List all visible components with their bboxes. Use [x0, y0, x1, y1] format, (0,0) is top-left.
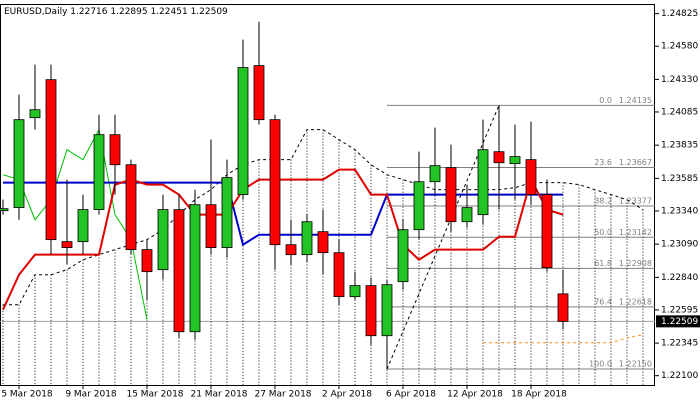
candle-body [221, 177, 233, 249]
header-low: 1.22451 [150, 7, 187, 17]
header-high: 1.22895 [110, 7, 147, 17]
fib-price: 1.22908 [619, 259, 652, 268]
candle-body [29, 109, 41, 119]
candle-body [189, 204, 201, 333]
candle-body [109, 134, 121, 166]
last-price-label: 1.22509 [661, 317, 698, 327]
fib-ratio: 100.0 [589, 360, 612, 369]
y-tick-label: 1.23835 [661, 141, 698, 151]
candle-body [125, 164, 137, 251]
candle-body [461, 207, 473, 223]
candle-body [557, 293, 569, 322]
fib-price: 1.24135 [619, 96, 652, 105]
candle-body [541, 194, 553, 269]
y-tick-label: 1.23340 [661, 206, 698, 216]
fib-ratio: 50.0 [594, 228, 612, 237]
y-tick-label: 1.24580 [661, 42, 698, 52]
x-tick-label: 15 Mar 2018 [126, 390, 183, 400]
candle-body [13, 119, 25, 209]
candle-body [61, 241, 73, 249]
candle-body [317, 231, 329, 254]
candle-body [237, 67, 249, 196]
candle-body [509, 156, 521, 165]
fib-ratio: 38.2 [594, 197, 612, 206]
indicator-line [2, 128, 148, 320]
candle-body [381, 284, 393, 337]
y-tick-label: 1.24330 [661, 75, 698, 85]
fib-ratio: 23.6 [594, 158, 612, 167]
candle-body [477, 149, 489, 216]
candle-body [0, 208, 9, 212]
x-tick-label: 6 Apr 2018 [386, 390, 436, 400]
candle-body [493, 151, 505, 164]
x-tick-label: 2 Apr 2018 [322, 390, 372, 400]
candle-body [525, 159, 537, 196]
candle-body [93, 134, 105, 211]
candle-body [269, 119, 281, 246]
y-tick-label: 1.22595 [661, 305, 698, 315]
x-tick-label: 5 Mar 2018 [1, 390, 53, 400]
candle-body [45, 79, 57, 241]
candle-body [333, 252, 345, 298]
candle-body [365, 285, 377, 337]
fib-price: 1.22150 [619, 360, 652, 369]
candle-body [285, 244, 297, 256]
candle-body [205, 204, 217, 249]
candle-body [173, 209, 185, 333]
y-tick-label: 1.22100 [661, 371, 698, 381]
y-tick-label: 1.22840 [661, 273, 698, 283]
fib-ratio: 76.4 [594, 297, 612, 306]
x-tick-label: 18 Apr 2018 [511, 390, 567, 400]
fib-price: 1.23142 [619, 228, 652, 237]
candle-body [301, 221, 313, 256]
last-price-tag [656, 315, 700, 328]
fib-price: 1.22618 [619, 297, 652, 306]
y-tick-label: 1.24085 [661, 107, 698, 117]
fib-ratio: 0.0 [599, 96, 612, 105]
candle-body [429, 165, 441, 183]
y-tick-label: 1.24825 [661, 9, 698, 19]
indicator-line [2, 168, 564, 311]
x-tick-label: 12 Apr 2018 [447, 390, 503, 400]
candle-body [349, 285, 361, 298]
chart-header: EURUSD,Daily 1.22716 1.22895 1.22451 1.2… [4, 7, 228, 17]
x-tick-label: 21 Mar 2018 [190, 390, 247, 400]
fib-ratio: 61.8 [594, 259, 612, 268]
chart-title: EURUSD,Daily [4, 7, 68, 17]
y-tick-label: 1.23585 [661, 174, 698, 184]
y-tick-label: 1.23090 [661, 240, 698, 250]
fib-price: 1.23377 [619, 197, 652, 206]
y-tick-label: 1.22345 [661, 339, 698, 349]
candle-body [253, 65, 265, 121]
x-tick-label: 9 Mar 2018 [65, 390, 117, 400]
x-tick-label: 27 Mar 2018 [254, 390, 311, 400]
candle-body [413, 181, 425, 231]
candle-body [445, 167, 457, 223]
candle-body [157, 209, 169, 271]
indicator-line [483, 334, 644, 344]
header-close: 1.22509 [191, 7, 228, 17]
candle-body [397, 229, 409, 283]
header-open: 1.22716 [70, 7, 107, 17]
candle-body [77, 209, 89, 243]
candle-body [141, 249, 153, 273]
fib-price: 1.23667 [619, 158, 652, 167]
